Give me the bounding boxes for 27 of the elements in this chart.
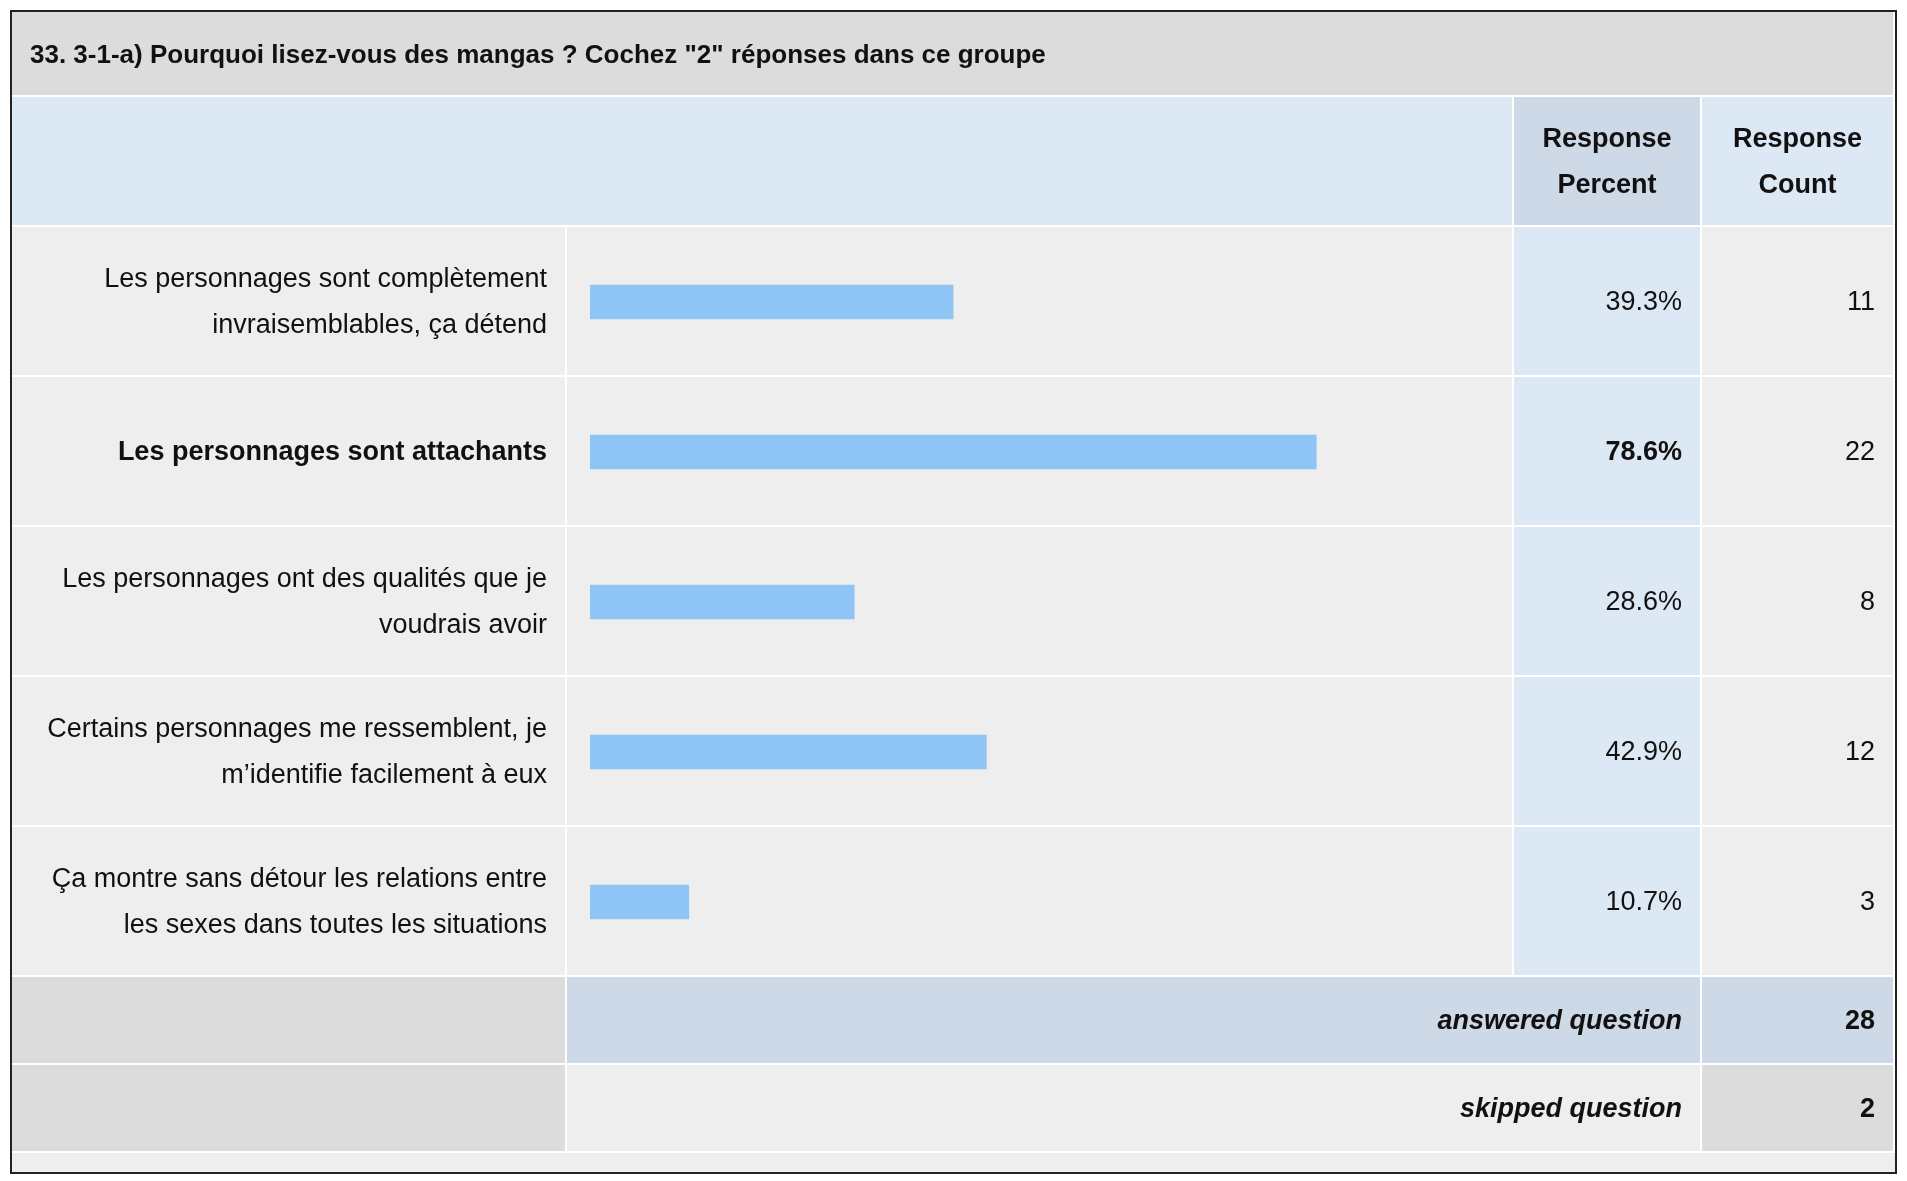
text: Response Percent	[1541, 122, 1673, 201]
bar	[590, 434, 1317, 470]
text: 3	[1859, 885, 1875, 918]
text: 28	[1844, 1004, 1875, 1037]
y-tick-label: Les personnages ont des qualités que je voudrais avoir	[61, 562, 547, 641]
text: skipped question	[1459, 1092, 1682, 1125]
chart-title: 33. 3-1-a) Pourquoi lisez-vous des mangas ? Cochez "2" réponses dans ce groupe	[30, 37, 1046, 71]
y-tick-label: Certains personnages me ressemblent, je m’identifie facilement à eux	[46, 712, 547, 791]
bar	[590, 284, 954, 320]
bar	[590, 584, 855, 620]
text: answered question	[1437, 1004, 1682, 1037]
data-label: 78.6%	[1605, 435, 1682, 468]
y-tick-label: Les personnages sont complètement invraisemblables, ça détend	[103, 262, 547, 341]
data-label: 10.7%	[1605, 885, 1682, 918]
data-label: 28.6%	[1605, 585, 1682, 618]
y-tick-label: Ça montre sans détour les relations entre les sexes dans toutes les situations	[50, 862, 547, 941]
y-tick-label: Les personnages sont attachants	[117, 435, 547, 468]
bar	[590, 884, 690, 920]
data-label: 39.3%	[1605, 285, 1682, 318]
data-label: 42.9%	[1605, 735, 1682, 768]
text: 11	[1846, 285, 1875, 318]
text: 22	[1844, 435, 1875, 468]
text: Response Count	[1731, 122, 1863, 201]
text: 8	[1859, 585, 1875, 618]
bar	[590, 734, 987, 770]
text: 2	[1859, 1092, 1875, 1125]
text: 12	[1844, 735, 1875, 768]
